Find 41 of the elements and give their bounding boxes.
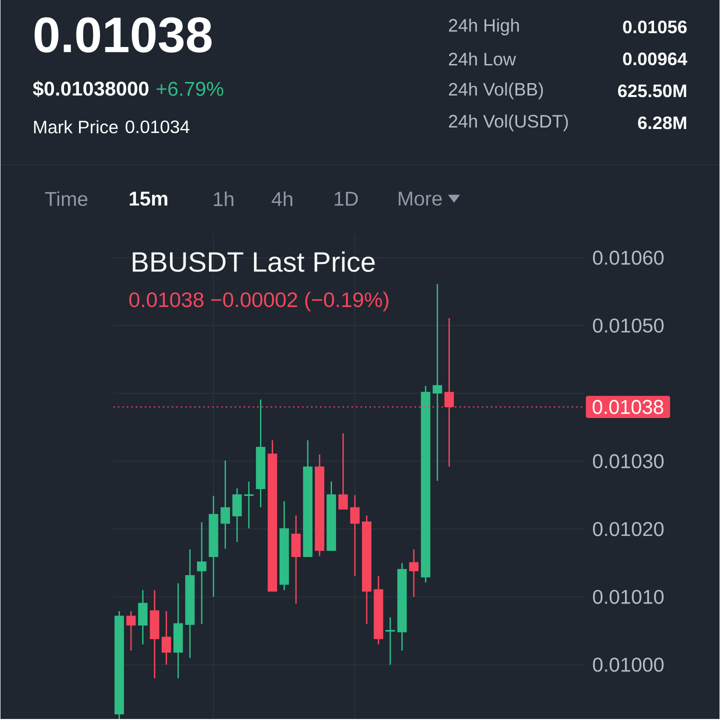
text: +6.79%: [156, 82, 224, 96]
candlestick: [338, 432, 348, 510]
text: Time: [45, 192, 88, 206]
text: 15m: [130, 192, 168, 206]
candlestick: [386, 616, 395, 666]
y-tick-label: 0.01050: [592, 318, 664, 333]
text: 24h Vol(USDT): [448, 114, 568, 132]
candlestick: [220, 460, 230, 550]
candlestick: [432, 284, 442, 482]
text: 24h High: [448, 18, 519, 36]
candlestick: [126, 610, 136, 652]
candlestick: [244, 481, 254, 530]
text: More: [398, 192, 442, 206]
y-tick-label: 0.01000: [592, 658, 664, 672]
text: 6.28M: [638, 116, 686, 130]
text: 4h: [272, 192, 292, 206]
candlestick: [162, 610, 172, 666]
y-tick-label: 0.01020: [592, 522, 664, 536]
text: Mark Price: [34, 120, 118, 134]
candlestick: [197, 522, 206, 625]
text: 1D: [334, 192, 358, 206]
y-tick-label: 0.01030: [592, 454, 664, 468]
text: 24h Low: [448, 52, 516, 66]
text: 24h Vol(BB): [448, 82, 543, 100]
y-tick-label: 0.01010: [592, 590, 664, 604]
text: 0.01056: [623, 20, 687, 34]
text: 0.01038: [34, 17, 212, 53]
candlestick: [409, 548, 419, 598]
ref-line-label: 0.01038: [592, 400, 664, 414]
candlestick: [291, 515, 301, 604]
text: 0.01034: [126, 120, 190, 134]
candlestick: [138, 590, 148, 646]
text: $0.01038000: [32, 80, 148, 98]
text: 625.50M: [618, 84, 686, 98]
chart-title: BBUSDT Last Price: [132, 252, 375, 272]
candlestick: [232, 488, 242, 543]
candlestick: [350, 494, 360, 577]
text: 0.01038 −0.00002 (−0.19%): [129, 292, 388, 312]
text: 1h: [214, 192, 234, 206]
text: 0.00964: [623, 52, 688, 66]
y-tick-label: 0.01060: [592, 250, 664, 265]
